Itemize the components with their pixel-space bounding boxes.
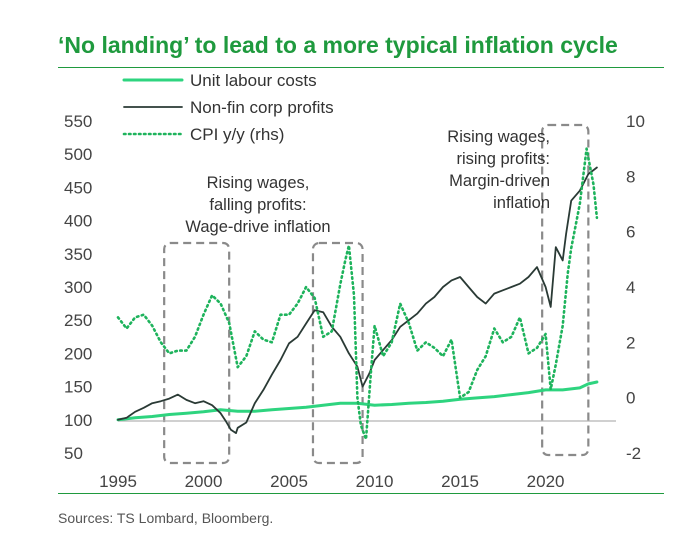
y-right-tick-label: 0	[626, 389, 635, 408]
annotation-text: falling profits:	[209, 196, 306, 214]
x-tick-label: 2010	[356, 472, 394, 491]
y-right-tick-label: 6	[626, 223, 635, 242]
y-right-tick-label: -2	[626, 444, 641, 463]
highlight-box-3	[541, 123, 590, 457]
x-tick-label: 2000	[185, 472, 223, 491]
chart-title: ‘No landing’ to lead to a more typical i…	[58, 32, 618, 58]
annotation-text: Rising wages,	[207, 174, 310, 192]
annotation-text: Wage-drive inflation	[185, 218, 330, 236]
legend-label: Unit labour costs	[190, 71, 317, 90]
y-right-tick-label: 8	[626, 167, 635, 186]
x-tick-label: 1995	[99, 472, 137, 491]
series-line-unit-labour-costs	[116, 380, 599, 422]
y-left-tick-label: 100	[64, 411, 92, 430]
y-right-tick-label: 10	[626, 112, 645, 131]
title-rule	[58, 67, 664, 68]
x-tick-label: 2015	[441, 472, 479, 491]
annotation-text: rising profits:	[456, 150, 550, 168]
highlight-box-1	[163, 241, 231, 465]
series-line-non-fin-corp-profits	[117, 166, 598, 434]
y-left-tick-label: 450	[64, 178, 92, 197]
annotation-text: inflation	[493, 194, 550, 212]
y-left-tick-label: 500	[64, 145, 92, 164]
highlight-box-2	[311, 241, 364, 465]
y-left-tick-label: 350	[64, 245, 92, 264]
y-left-tick-label: 400	[64, 212, 92, 231]
x-tick-label: 2005	[270, 472, 308, 491]
y-right-tick-label: 2	[626, 333, 635, 352]
y-left-tick-label: 50	[64, 444, 83, 463]
annotation-text: Rising wages,	[447, 128, 550, 146]
y-left-tick-label: 200	[64, 344, 92, 363]
source-note: Sources: TS Lombard, Bloomberg.	[58, 510, 274, 526]
y-left-tick-label: 300	[64, 278, 92, 297]
footer-rule	[58, 493, 664, 494]
x-tick-label: 2020	[527, 472, 565, 491]
legend-label: CPI y/y (rhs)	[190, 125, 284, 144]
annotation-text: Margin-driven	[449, 172, 550, 190]
y-left-tick-label: 550	[64, 112, 92, 131]
y-left-tick-label: 150	[64, 378, 92, 397]
y-left-tick-label: 250	[64, 311, 92, 330]
series-line-cpi-y-y-rhs	[116, 147, 599, 441]
legend-label: Non-fin corp profits	[190, 98, 334, 117]
y-right-tick-label: 4	[626, 278, 635, 297]
